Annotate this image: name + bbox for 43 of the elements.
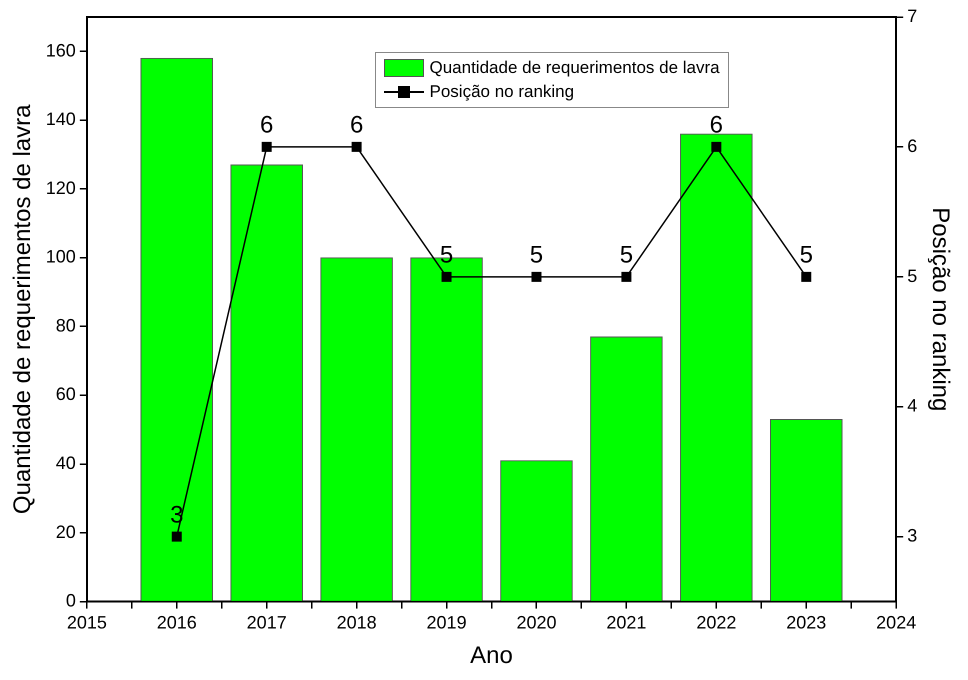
x-tick-label: 2019 [426,612,467,632]
y-tick-label: 160 [46,40,76,60]
point [621,272,632,282]
y2-tick-label: 7 [907,6,918,26]
data-label: 6 [710,112,724,139]
y2-axis-title: Posição no ranking [926,207,954,412]
y-tick-label: 0 [66,590,76,611]
point [442,272,452,282]
y-tick-label: 60 [56,384,76,404]
data-label: 6 [260,112,274,139]
y-axis-title: Quantidade de requerimentos de lavra [9,104,36,514]
x-tick-label: 2021 [606,612,646,632]
y2-tick-label: 6 [907,136,918,156]
x-tick-label: 2016 [156,612,197,632]
x-tick-label: 2018 [336,612,377,632]
data-label: 5 [620,241,634,268]
point [531,272,542,282]
y-tick-label: 140 [46,109,76,130]
point [172,532,182,542]
y2-tick-label: 5 [907,266,918,286]
y-tick-label: 120 [46,178,76,198]
x-tick-label: 2017 [246,612,287,632]
data-label: 5 [800,241,813,268]
x-tick-label: 2015 [66,612,107,632]
y-tick-label: 40 [56,453,76,474]
legend-label: Quantidade de requerimentos de lavra [430,57,720,79]
x-tick-label: 2024 [876,612,916,632]
x-tick-label: 2023 [786,612,826,632]
legend-label: Posição no ranking [430,81,574,103]
data-label: 5 [530,241,544,268]
x-axis-title: Ano [470,642,513,670]
point [352,142,362,152]
point [801,272,812,282]
data-label: 6 [350,112,364,139]
y-tick-label: 20 [56,522,76,542]
y-tick-label: 100 [46,246,76,267]
y2-tick-label: 4 [907,396,918,416]
y-tick-label: 80 [56,315,76,336]
point [262,142,272,152]
point [711,142,722,152]
x-tick-label: 2022 [696,612,736,632]
x-tick-label: 2020 [516,612,556,632]
y2-tick-label: 3 [907,526,918,546]
